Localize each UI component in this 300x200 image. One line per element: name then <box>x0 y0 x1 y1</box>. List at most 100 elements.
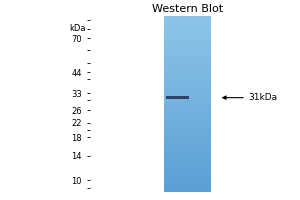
Bar <box>164 154 211 155</box>
Bar <box>164 113 211 114</box>
Bar <box>164 44 211 45</box>
Bar <box>164 27 211 28</box>
Bar <box>164 180 211 181</box>
Bar <box>164 30 211 31</box>
Bar <box>164 77 211 78</box>
Bar <box>164 158 211 159</box>
Bar <box>164 183 211 184</box>
Bar <box>164 160 211 161</box>
Bar <box>164 47 211 48</box>
Bar <box>164 176 211 177</box>
Text: kDa: kDa <box>70 24 86 33</box>
Bar <box>164 139 211 140</box>
Bar <box>164 88 211 89</box>
Bar <box>164 59 211 60</box>
Bar <box>164 124 211 125</box>
Bar <box>164 123 211 124</box>
Bar <box>164 120 211 121</box>
Bar <box>164 69 211 70</box>
Bar <box>164 80 211 81</box>
Bar <box>164 185 211 186</box>
Bar <box>164 157 211 158</box>
Bar <box>164 114 211 115</box>
Bar <box>164 36 211 37</box>
Bar <box>164 141 211 142</box>
Bar <box>164 170 211 171</box>
Bar <box>164 18 211 19</box>
Bar <box>164 17 211 18</box>
Bar <box>164 74 211 75</box>
Bar <box>164 20 211 21</box>
Bar <box>164 162 211 163</box>
Bar <box>164 174 211 175</box>
Bar <box>164 46 211 47</box>
Bar <box>164 25 211 26</box>
Bar <box>164 81 211 82</box>
Bar <box>164 186 211 187</box>
Bar <box>164 138 211 139</box>
Bar <box>164 166 211 167</box>
Bar <box>164 79 211 80</box>
Bar <box>164 175 211 176</box>
Bar <box>164 84 211 85</box>
Bar <box>164 153 211 154</box>
Bar <box>164 70 211 71</box>
Bar <box>164 182 211 183</box>
Bar <box>164 144 211 145</box>
Bar <box>164 33 211 34</box>
Bar <box>164 105 211 106</box>
Bar <box>164 163 211 164</box>
Bar <box>164 26 211 27</box>
Bar <box>164 171 211 172</box>
Bar <box>164 39 211 40</box>
Bar <box>164 19 211 20</box>
Bar <box>164 151 211 152</box>
Bar <box>164 169 211 170</box>
Bar <box>164 164 211 165</box>
Bar <box>164 23 211 24</box>
Bar <box>164 177 211 178</box>
Bar <box>164 127 211 128</box>
Bar <box>164 52 211 53</box>
Bar <box>164 40 211 41</box>
Bar <box>164 133 211 134</box>
Bar <box>164 159 211 160</box>
Bar <box>164 86 211 87</box>
Bar <box>164 55 211 56</box>
Bar <box>164 111 211 112</box>
Bar <box>164 119 211 120</box>
Bar <box>164 145 211 146</box>
Bar <box>164 22 211 23</box>
Bar <box>164 103 211 104</box>
Bar <box>164 187 211 188</box>
Bar <box>164 75 211 76</box>
Bar <box>164 156 211 157</box>
Bar <box>164 97 211 98</box>
Bar <box>164 82 211 83</box>
Bar <box>164 50 211 51</box>
Bar <box>164 140 211 141</box>
Bar <box>164 100 211 101</box>
Bar <box>164 136 211 137</box>
Bar <box>164 64 211 65</box>
Bar <box>164 131 211 132</box>
Bar <box>164 56 211 57</box>
Bar <box>164 53 211 54</box>
Bar <box>164 65 211 66</box>
Bar <box>164 31 211 32</box>
Bar <box>164 126 211 127</box>
Bar <box>164 93 211 94</box>
Bar <box>164 38 211 39</box>
Bar <box>164 135 211 136</box>
Bar <box>164 90 211 91</box>
Bar <box>164 61 211 62</box>
Bar <box>164 92 211 93</box>
Bar <box>164 91 211 92</box>
Bar <box>164 191 211 192</box>
Bar <box>164 32 211 33</box>
Bar <box>164 99 211 100</box>
Bar <box>164 172 211 173</box>
Bar <box>164 68 211 69</box>
Bar <box>164 128 211 129</box>
Bar <box>164 48 211 49</box>
